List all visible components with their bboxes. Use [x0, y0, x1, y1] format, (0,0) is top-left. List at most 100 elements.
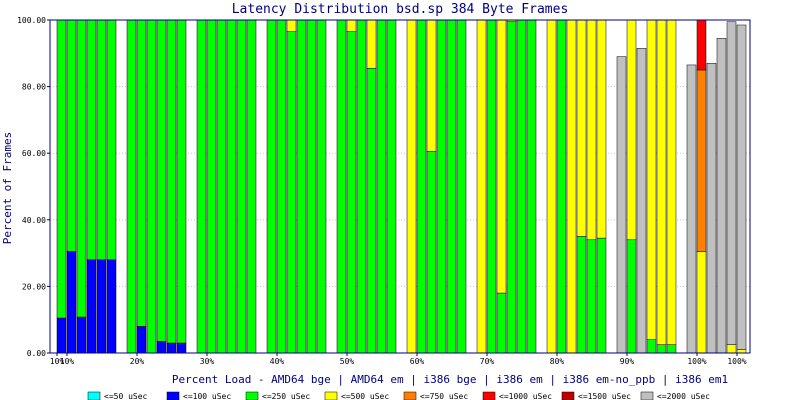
bar-segment	[566, 19, 577, 354]
bar-segment	[296, 19, 307, 354]
bar-segment	[76, 316, 87, 354]
y-tick-label: 80.00	[22, 83, 46, 92]
bar-segment	[716, 38, 727, 354]
y-tick-label: 60.00	[22, 149, 46, 158]
bar-segment	[626, 239, 637, 354]
bar-segment	[266, 19, 277, 354]
legend-label: <=100 uSec	[183, 392, 231, 400]
bar-segment	[176, 342, 187, 354]
bar-segment	[356, 19, 367, 354]
bar-segment	[386, 19, 397, 354]
bar-segment	[136, 326, 147, 354]
bar-segment	[516, 19, 527, 354]
bar-segment	[556, 19, 567, 354]
legend-label: <=1000 uSec	[499, 392, 552, 400]
bar-segment	[526, 19, 537, 354]
bar-segment	[546, 19, 557, 354]
bar-segment	[316, 19, 327, 354]
x-tick-label: 60%	[410, 357, 425, 366]
bar-segment	[436, 19, 447, 354]
bar-segment	[346, 19, 357, 32]
y-tick-label: 100.00	[17, 16, 46, 25]
legend-swatch	[640, 391, 654, 400]
bar-segment	[696, 19, 707, 71]
bar-segment	[596, 237, 607, 354]
bar-segment	[86, 259, 97, 354]
bar-segment	[66, 19, 77, 252]
bar-segment	[666, 19, 677, 345]
x-tick-label: 10%	[60, 357, 75, 366]
bar-segment	[616, 56, 627, 354]
bar-segment	[736, 24, 747, 350]
chart-title: Latency Distribution bsd.sp 384 Byte Fra…	[232, 2, 569, 17]
x-tick-label: 70%	[480, 357, 495, 366]
bar-segment	[586, 239, 597, 354]
legend-swatch	[245, 391, 259, 400]
bar-segment	[56, 317, 67, 354]
x-tick-label: 30%	[200, 357, 215, 366]
bar-segment	[456, 19, 467, 354]
x-tick-label: 50%	[340, 357, 355, 366]
bar-segment	[596, 19, 607, 239]
bars	[56, 19, 747, 354]
x-tick-label: 100%	[727, 357, 746, 366]
bar-segment	[696, 251, 707, 354]
plot-frame	[49, 19, 751, 354]
bar-segment	[686, 64, 697, 354]
legend-label: <=750 uSec	[420, 392, 468, 400]
bar-segment	[76, 19, 87, 318]
bar-segment	[336, 19, 347, 354]
bar-segment	[56, 19, 67, 319]
bar-segment	[286, 19, 297, 32]
bar-segment	[346, 31, 357, 354]
bar-segment	[726, 21, 737, 345]
bar-segment	[196, 19, 207, 354]
bar-segment	[156, 341, 167, 354]
bar-segment	[366, 68, 377, 354]
y-tick-label: 0.00	[27, 349, 46, 358]
bar-segment	[646, 19, 657, 340]
bar-segment	[366, 19, 377, 69]
bar-segment	[426, 19, 437, 152]
bar-segment	[586, 19, 597, 241]
legend-swatch	[324, 391, 338, 400]
legend: <=50 uSec <=100 uSec <=250 uSec <=500 uSec <…	[87, 391, 710, 400]
bar-segment	[486, 19, 497, 354]
bar-segment	[476, 19, 487, 354]
legend-label: <=250 uSec	[262, 392, 310, 400]
x-tick-label: 40%	[270, 357, 285, 366]
x-tick-label: 80%	[550, 357, 565, 366]
bar-segment	[126, 19, 137, 354]
bar-segment	[246, 19, 257, 354]
bar-segment	[106, 259, 117, 354]
bar-segment	[216, 19, 227, 354]
legend-swatch	[166, 391, 180, 400]
y-axis-label: Percent of Frames	[1, 132, 14, 245]
bar-segment	[636, 48, 647, 354]
x-ticks: 10%10% 20% 30% 40% 50% 60% 70% 80% 90% 100% 100%	[50, 353, 747, 366]
bar-segment	[176, 19, 187, 344]
bar-segment	[726, 344, 737, 354]
bar-segment	[706, 63, 717, 354]
bar-segment	[106, 19, 117, 261]
bar-segment	[506, 21, 517, 354]
bar-segment	[626, 19, 637, 241]
bar-segment	[576, 19, 587, 237]
bar-segment	[306, 19, 317, 354]
bar-segment	[226, 19, 237, 354]
bar-segment	[66, 251, 77, 354]
x-axis-label: Percent Load - AMD64 bge | AMD64 em | i3…	[172, 373, 728, 386]
bar-segment	[146, 19, 157, 354]
x-tick-label: 20%	[130, 357, 145, 366]
bar-segment	[446, 19, 457, 354]
bar-segment	[136, 19, 147, 327]
bar-segment	[166, 19, 177, 344]
legend-label: <=50 uSec	[104, 392, 148, 400]
legend-swatch	[87, 391, 101, 400]
legend-swatch	[403, 391, 417, 400]
bar-segment	[646, 339, 657, 354]
bar-segment	[96, 19, 107, 261]
y-tick-label: 40.00	[22, 216, 46, 225]
x-tick-label: 10%	[50, 357, 65, 366]
